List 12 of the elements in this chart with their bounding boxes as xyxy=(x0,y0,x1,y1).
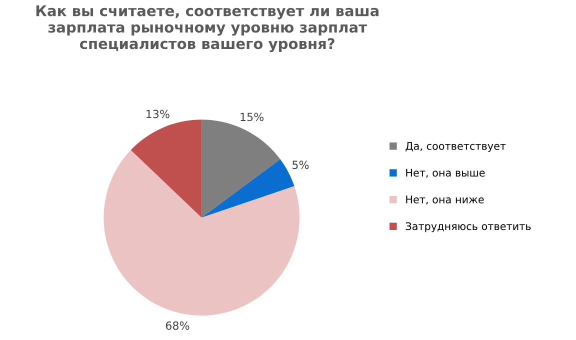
legend-label: Затрудняюсь ответить xyxy=(406,222,531,232)
pie-slice xyxy=(202,159,294,218)
legend-label: Да, соответствует xyxy=(406,142,506,152)
chart-title: Как вы считаете, соответствует ли ваша зарплата рыночному уровню зарплат специалистов вашего уровня? xyxy=(36,5,379,52)
pie-slice xyxy=(202,120,280,218)
data-label: 68% xyxy=(166,321,190,330)
data-label: 13% xyxy=(146,110,170,118)
data-label: 15% xyxy=(240,112,264,122)
pie-slice xyxy=(130,120,202,218)
legend-label: Нет, она выше xyxy=(406,168,485,178)
data-label: 5% xyxy=(292,160,309,170)
legend-label: Нет, она ниже xyxy=(406,196,484,204)
